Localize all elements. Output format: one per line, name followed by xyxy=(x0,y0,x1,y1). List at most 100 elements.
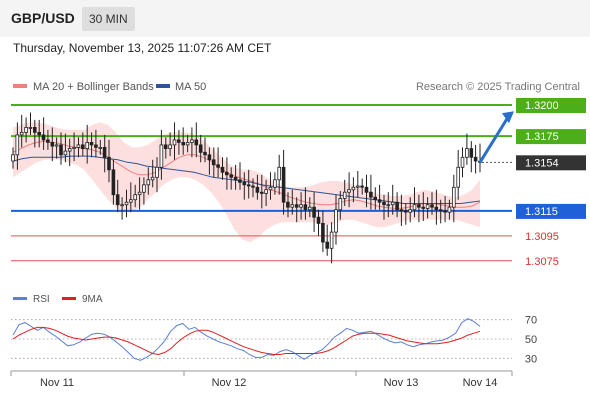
candle xyxy=(19,114,24,148)
candle xyxy=(198,134,203,163)
candle-body xyxy=(456,166,460,188)
candle xyxy=(190,127,194,158)
candle-body xyxy=(342,191,347,199)
candle-body xyxy=(290,204,295,208)
candle-body xyxy=(303,204,308,211)
candle-body xyxy=(190,139,194,143)
levels-layer xyxy=(11,104,514,262)
current-price-label: 1.3154 xyxy=(516,155,586,171)
candle xyxy=(286,192,290,218)
candle-body xyxy=(307,206,312,211)
candle-body xyxy=(251,185,255,188)
candle-body xyxy=(399,209,404,212)
instrument-title: GBP/USD xyxy=(11,10,75,26)
candle xyxy=(473,144,478,174)
x-tick-label: Nov 14 xyxy=(463,377,498,389)
candle xyxy=(172,122,177,160)
candle-body xyxy=(115,194,120,206)
candle xyxy=(447,199,452,220)
candle-body xyxy=(198,144,203,153)
x-tick-label: Nov 12 xyxy=(212,377,247,389)
candle xyxy=(124,189,129,218)
candle xyxy=(334,194,338,245)
candle xyxy=(307,197,312,218)
rsi-legend-label: RSI xyxy=(33,294,50,305)
candle xyxy=(408,197,412,223)
chart-toolbar: GBP/USD 30 MIN xyxy=(0,0,590,37)
candle-body xyxy=(142,184,146,193)
current-price-text: 1.3154 xyxy=(525,157,559,169)
candle xyxy=(264,179,268,206)
candle-body xyxy=(364,186,369,193)
candle xyxy=(255,174,260,200)
candle xyxy=(115,179,120,213)
candle-body xyxy=(85,141,90,149)
candle xyxy=(377,184,382,210)
candle xyxy=(137,177,142,210)
candle xyxy=(403,203,408,225)
candle-body xyxy=(369,191,373,198)
candle-body xyxy=(412,204,417,211)
candle-body xyxy=(259,191,264,194)
x-tick-label: Nov 11 xyxy=(40,377,74,389)
candle-body xyxy=(451,186,456,208)
candle-body xyxy=(28,127,33,129)
candle xyxy=(412,187,417,218)
candle xyxy=(224,157,229,190)
candle xyxy=(360,178,364,195)
ma20-line xyxy=(12,140,481,209)
candle xyxy=(355,171,360,198)
candle-body xyxy=(277,166,281,181)
candle-body xyxy=(430,204,434,208)
candle xyxy=(67,138,72,167)
candle xyxy=(443,196,447,223)
timeframe-button[interactable]: 30 MIN xyxy=(82,7,135,31)
candle xyxy=(238,162,242,190)
candle xyxy=(211,147,216,178)
price-label-box xyxy=(516,98,586,113)
candle-body xyxy=(434,206,439,211)
rsi-legend-swatch xyxy=(13,297,27,300)
candle-body xyxy=(382,201,386,206)
candle xyxy=(207,147,212,175)
candle xyxy=(469,141,474,173)
price-label-1.3115: 1.3115 xyxy=(516,203,586,219)
candle-body xyxy=(395,201,399,211)
rsi-ma-legend-swatch xyxy=(62,297,76,300)
candle xyxy=(316,209,321,236)
candle xyxy=(181,127,186,155)
candle-body xyxy=(128,199,133,203)
candle-body xyxy=(286,201,290,208)
candle xyxy=(430,192,434,215)
candle xyxy=(146,167,151,195)
candle xyxy=(89,132,94,158)
bollinger-band xyxy=(13,122,480,243)
price-label-text: 1.3115 xyxy=(525,206,558,218)
candle-body xyxy=(94,144,98,148)
candle xyxy=(342,179,347,206)
candle xyxy=(338,191,343,220)
candle-body xyxy=(360,185,364,188)
candle-body xyxy=(203,151,207,156)
candle-body xyxy=(41,134,46,141)
candle-body xyxy=(465,148,469,158)
candle-body xyxy=(98,146,103,149)
candle xyxy=(303,187,308,220)
candle-body xyxy=(347,189,351,193)
candle xyxy=(390,184,395,215)
candle xyxy=(329,222,334,264)
candle xyxy=(281,149,286,215)
candle xyxy=(203,137,207,163)
ma50-legend-swatch xyxy=(156,84,170,88)
candle xyxy=(150,159,155,188)
candle-body xyxy=(425,204,430,209)
candle-body xyxy=(325,241,329,249)
candle xyxy=(364,174,369,208)
candle xyxy=(98,139,103,155)
candle-body xyxy=(67,148,72,152)
candle xyxy=(229,167,234,190)
candle-body xyxy=(238,179,242,183)
price-label-1.3175: 1.3175 xyxy=(516,129,586,145)
rsi-line xyxy=(12,318,481,361)
candle-body xyxy=(473,156,478,162)
